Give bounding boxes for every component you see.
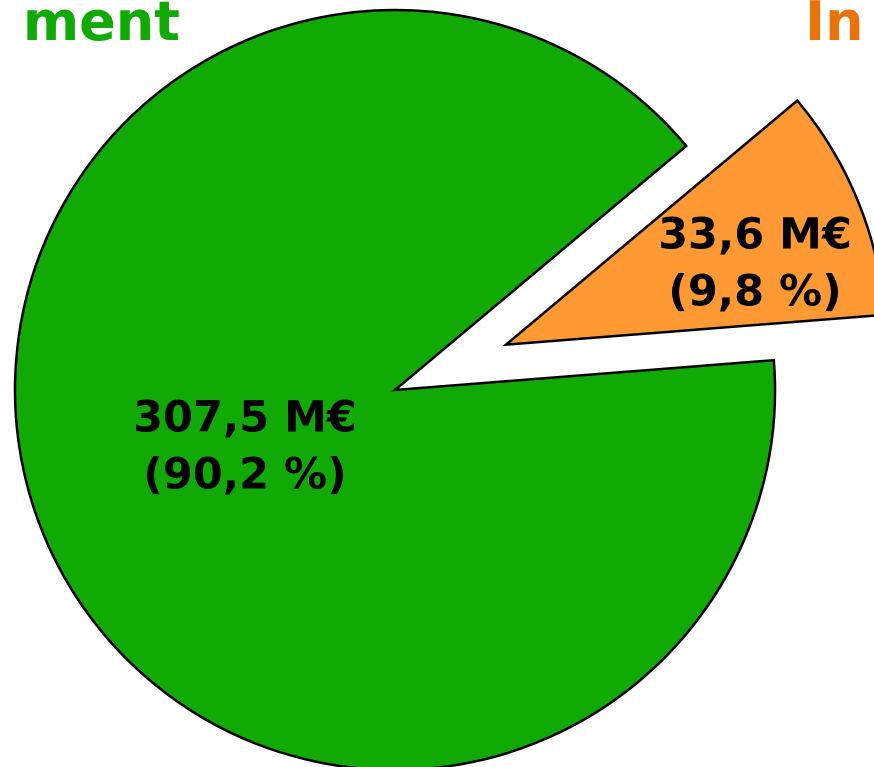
- pie-slice: [502, 98, 874, 347]
- percentage-label: (9,8 %): [668, 267, 842, 317]
- pie-slice: [13, 8, 777, 767]
- value-label: 33,6 M€: [658, 210, 852, 260]
- category-label: In: [805, 0, 864, 53]
- value-label: 307,5 M€: [133, 393, 357, 443]
- category-label: ment: [23, 0, 180, 53]
- percentage-label: (90,2 %): [143, 450, 346, 500]
